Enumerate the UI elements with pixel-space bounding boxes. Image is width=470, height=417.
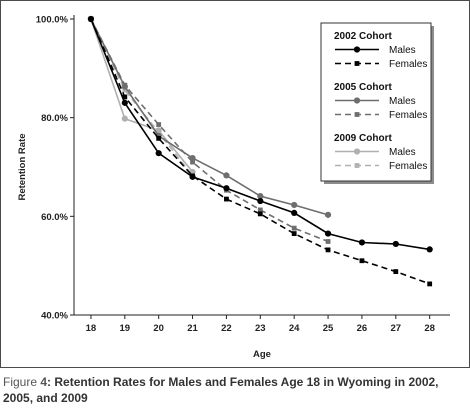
x-tick-label: 27 — [391, 323, 402, 334]
data-point-2002-males — [121, 99, 128, 106]
data-point-2002-males — [392, 240, 399, 248]
x-tick-label: 26 — [357, 323, 368, 334]
series-line-2009-males — [90, 18, 194, 173]
legend-swatch-marker — [354, 61, 360, 66]
legend-swatch-marker — [353, 148, 361, 155]
legend-group-title: 2009 Cohort — [334, 133, 392, 144]
legend-label: Males — [389, 147, 416, 158]
legend-swatch-marker — [354, 112, 360, 117]
data-point-2005-females — [156, 122, 162, 127]
x-tick-label: 23 — [255, 323, 266, 334]
data-point-2002-males — [358, 239, 366, 246]
y-tick-label: 60.0% — [41, 212, 68, 223]
data-point-2005-males — [324, 211, 332, 218]
x-tick-label: 22 — [221, 323, 232, 334]
data-point-2009-males — [121, 115, 128, 122]
data-point-2002-females — [393, 269, 399, 274]
legend-swatch-marker — [354, 163, 360, 168]
data-point-2005-females — [257, 207, 263, 213]
data-point-2002-females — [122, 94, 128, 100]
data-point-2002-females — [291, 231, 297, 236]
data-point-2005-males — [257, 193, 264, 200]
x-tick-label: 24 — [289, 323, 300, 334]
caption-text: Retention Rates for Males and Females Ag… — [3, 375, 439, 405]
legend-label: Males — [389, 45, 416, 56]
legend-label: Females — [389, 110, 427, 121]
data-point-2002-males — [426, 246, 433, 253]
x-tick-label: 25 — [323, 323, 334, 334]
data-point-2002-females — [156, 135, 162, 141]
legend-label: Females — [389, 59, 427, 70]
data-point-2002-males — [324, 230, 332, 237]
retention-rate-chart: 40.0% 60.0% 80.0% 100.0% 18 19 20 21 22 23 24 25 26 2… — [17, 15, 450, 360]
legend-swatch-marker — [353, 46, 361, 53]
data-point-2002-females — [427, 281, 433, 287]
data-point-2002-females — [359, 258, 365, 264]
data-point-2002-males — [155, 150, 162, 157]
caption-separator: : — [47, 375, 52, 389]
y-tick-label: 100.0% — [36, 15, 69, 26]
x-axis-title: Age — [253, 349, 271, 360]
x-tick-label: 18 — [86, 323, 97, 334]
data-point-2002-females — [257, 211, 263, 217]
x-tick-label: 19 — [120, 323, 131, 334]
data-point-2009-females — [122, 87, 128, 93]
data-point-2002-females — [88, 16, 94, 22]
data-point-2005-males — [291, 201, 298, 209]
series-line-2005-females — [90, 18, 329, 243]
series-2002-females — [88, 16, 433, 287]
data-point-2002-males — [257, 197, 264, 205]
data-point-2005-females — [122, 82, 128, 88]
legend-label: Females — [389, 161, 427, 172]
data-point-2002-females — [325, 247, 331, 253]
data-point-2002-females — [224, 196, 229, 202]
legend-swatch-marker — [353, 97, 361, 104]
x-tick-label: 28 — [424, 323, 435, 334]
series-line-2005-males — [90, 18, 329, 216]
y-tick-label: 40.0% — [41, 311, 68, 322]
data-point-2005-males — [223, 172, 230, 179]
data-point-2002-females — [190, 173, 195, 179]
y-axis-title: Retention Rate — [17, 133, 28, 200]
data-point-2009-females — [156, 130, 162, 135]
x-tick-label: 21 — [187, 323, 198, 334]
x-tick-label: 20 — [153, 323, 164, 334]
y-tick-label: 80.0% — [41, 113, 68, 124]
series-2009-males — [87, 15, 196, 176]
figure-caption: Figure 4: Retention Rates for Males and … — [3, 374, 465, 406]
caption-label: Figure — [3, 375, 38, 389]
caption-number: 4 — [40, 375, 48, 389]
data-point-2002-males — [223, 185, 230, 192]
legend-group-title: 2002 Cohort — [334, 31, 392, 42]
series-line-2002-females — [90, 18, 430, 285]
data-point-2002-males — [291, 209, 298, 216]
figure-frame: 40.0% 60.0% 80.0% 100.0% 18 19 20 21 22 23 24 25 26 2… — [0, 0, 470, 368]
legend-label: Males — [389, 96, 416, 107]
data-point-2005-females — [190, 159, 195, 165]
data-point-2005-females — [325, 239, 331, 244]
data-point-2005-females — [291, 225, 297, 231]
legend-group-title: 2005 Cohort — [334, 82, 392, 93]
